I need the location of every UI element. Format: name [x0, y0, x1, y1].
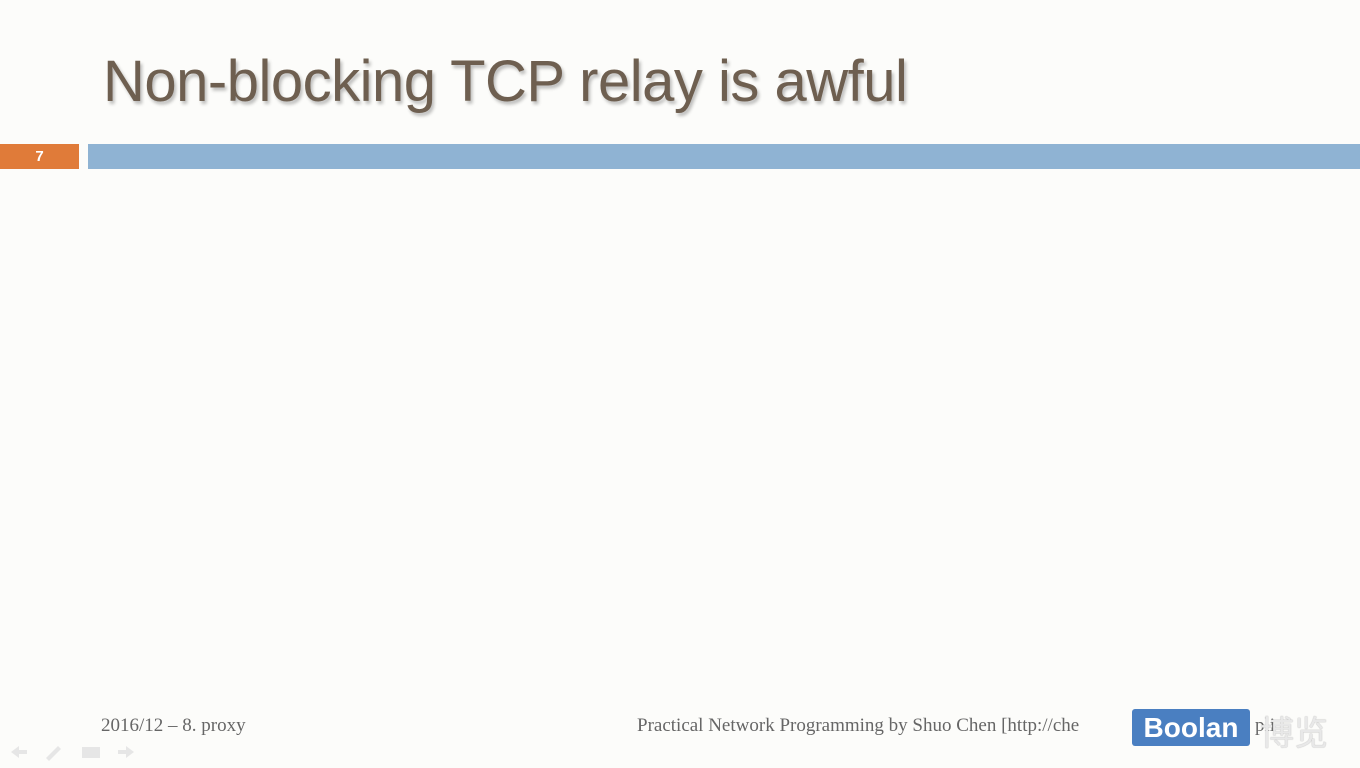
watermark-box — [1132, 709, 1250, 746]
footer-left: 2016/12 – 8. proxy — [101, 715, 246, 736]
title-bar — [88, 144, 1360, 169]
watermark-brand: Boolan — [1143, 712, 1239, 743]
nav-next[interactable] — [118, 746, 134, 758]
watermark-chinese: 博览 — [1260, 714, 1328, 754]
slide-nav — [11, 746, 134, 761]
slide-title: Non-blocking TCP relay is awful — [103, 49, 908, 114]
footer-right-tail: pli — [1255, 715, 1276, 736]
nav-menu[interactable] — [82, 747, 100, 758]
slide-number-box — [0, 144, 79, 169]
nav-prev[interactable] — [11, 746, 27, 758]
nav-pen[interactable] — [46, 746, 61, 761]
slide-number: 7 — [35, 148, 44, 165]
footer-right: Practical Network Programming by Shuo Ch… — [637, 715, 1080, 736]
